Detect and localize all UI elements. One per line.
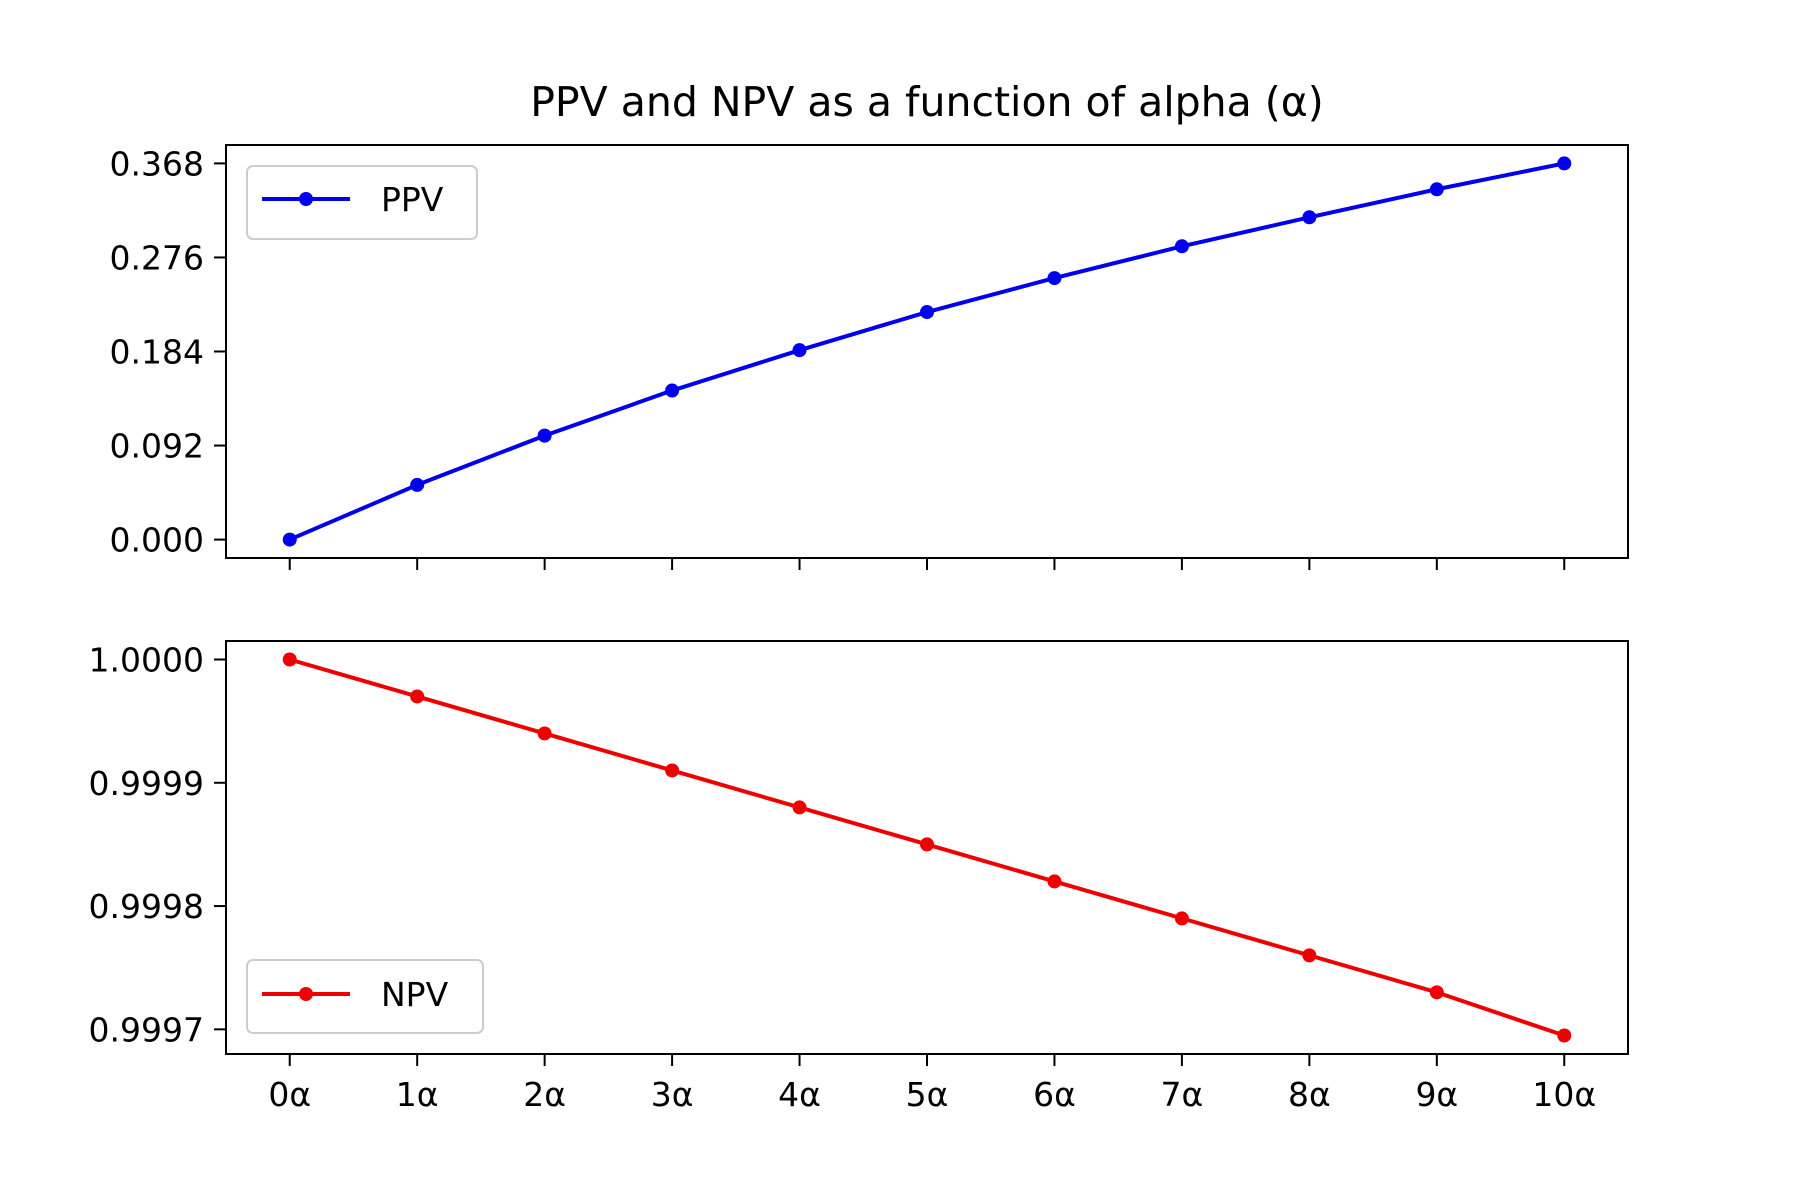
npv-point	[410, 689, 425, 704]
ppv-ytick-label: 0.368	[110, 144, 204, 183]
npv-point	[537, 726, 552, 741]
ppv-point	[1557, 156, 1572, 171]
npv-series	[282, 652, 1572, 1043]
xtick-label: 9α	[1415, 1075, 1458, 1114]
ppv-point	[920, 305, 934, 320]
ppv-ytick-label: 0.184	[110, 333, 204, 372]
xtick-label: 3α	[651, 1075, 694, 1114]
npv-x-axis: 0α 1α 2α 3α 4α 5α 6α 7α 8α 9α 10α	[268, 1054, 1596, 1114]
xtick-label: 0α	[268, 1075, 311, 1114]
ppv-series	[282, 156, 1572, 547]
npv-point	[1429, 985, 1444, 1000]
npv-point	[920, 837, 934, 852]
ppv-legend-marker	[299, 192, 313, 206]
npv-point	[1047, 874, 1062, 889]
npv-legend: NPV	[246, 959, 484, 1034]
xtick-label: 7α	[1161, 1075, 1204, 1114]
xtick-label: 6α	[1033, 1075, 1076, 1114]
ppv-legend: PPV	[246, 165, 478, 240]
ppv-panel: 0.000 0.092 0.184 0.276 0.368 PPV	[110, 144, 1629, 570]
npv-ytick-label: 0.9997	[89, 1010, 204, 1049]
xtick-label: 8α	[1288, 1075, 1331, 1114]
npv-point	[1557, 1028, 1572, 1043]
npv-ytick-label: 0.9998	[89, 887, 204, 926]
npv-legend-label: NPV	[381, 975, 449, 1014]
xtick-label: 10α	[1532, 1075, 1596, 1114]
ppv-ytick-label: 0.276	[110, 238, 204, 277]
ppv-point	[537, 428, 552, 443]
ppv-point	[1174, 239, 1189, 254]
ppv-y-axis: 0.000 0.092 0.184 0.276 0.368	[110, 144, 226, 560]
npv-point	[665, 763, 680, 778]
ppv-point	[1047, 271, 1062, 286]
ppv-point	[665, 383, 680, 398]
ppv-ytick-label: 0.092	[110, 427, 204, 466]
xtick-label: 1α	[396, 1075, 439, 1114]
ppv-point	[1429, 182, 1444, 197]
ppv-ytick-label: 0.000	[110, 521, 204, 560]
npv-legend-marker	[299, 987, 313, 1001]
ppv-legend-label: PPV	[381, 180, 444, 219]
ppv-point	[282, 532, 297, 547]
npv-point	[1174, 911, 1189, 926]
npv-ytick-label: 1.0000	[89, 640, 204, 679]
npv-ytick-label: 0.9999	[89, 764, 204, 803]
xtick-label: 2α	[523, 1075, 566, 1114]
npv-point	[1302, 948, 1317, 963]
xtick-label: 4α	[778, 1075, 821, 1114]
xtick-label: 5α	[906, 1075, 949, 1114]
ppv-point	[1302, 210, 1317, 225]
ppv-legend-box	[246, 165, 478, 240]
npv-legend-box	[246, 959, 484, 1034]
npv-point	[282, 652, 297, 667]
npv-panel: 0.9997 0.9998 0.9999 1.0000 0α 1α 2α 3α 4α 5α 6α 7…	[89, 640, 1629, 1114]
npv-y-axis: 0.9997 0.9998 0.9999 1.0000	[89, 640, 226, 1049]
ppv-x-axis	[288, 558, 1566, 570]
chart-title: PPV and NPV as a function of alpha (α)	[530, 78, 1324, 126]
npv-point	[792, 800, 807, 815]
ppv-point	[792, 343, 807, 358]
ppv-point	[410, 477, 425, 492]
